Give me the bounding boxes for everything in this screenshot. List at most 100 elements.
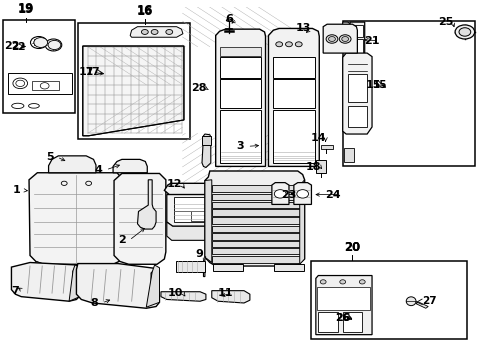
Polygon shape [212,291,250,303]
Bar [352,25,363,37]
Text: 14: 14 [311,133,326,143]
Bar [311,261,467,339]
Polygon shape [167,222,243,240]
Text: 15: 15 [366,80,381,90]
Bar [344,148,354,162]
Polygon shape [36,261,47,270]
Text: 15: 15 [373,80,388,90]
Text: 24: 24 [325,190,341,199]
Bar [174,199,235,222]
Text: 18: 18 [306,162,321,172]
Text: 9: 9 [196,249,203,259]
Circle shape [142,30,148,35]
Bar [3,20,75,113]
Polygon shape [416,302,428,308]
Bar [212,217,300,224]
Bar [8,73,72,94]
Text: 28: 28 [191,83,206,93]
Text: 22: 22 [11,42,26,52]
Ellipse shape [103,69,118,77]
Circle shape [297,190,309,198]
Polygon shape [167,194,243,226]
Polygon shape [161,292,206,301]
Bar [216,211,235,221]
Polygon shape [130,27,183,37]
Circle shape [342,36,348,41]
Polygon shape [29,173,124,264]
Bar [318,287,370,310]
Text: 1: 1 [12,185,20,195]
Text: 23: 23 [281,190,296,199]
Bar [318,312,338,332]
Bar [191,211,211,221]
Bar [212,185,300,192]
Polygon shape [83,46,184,136]
Text: 2: 2 [118,235,126,245]
Bar [220,110,261,163]
Bar [213,264,243,271]
Bar [174,197,235,211]
Bar [316,161,326,173]
Text: 16: 16 [137,4,153,17]
Text: 25: 25 [438,17,453,27]
Polygon shape [76,264,159,308]
Text: 20: 20 [344,241,361,254]
Bar [212,241,300,247]
Text: 5: 5 [46,152,53,162]
Text: 20: 20 [344,241,361,254]
Circle shape [455,25,475,39]
Bar [343,21,475,166]
Circle shape [151,30,158,35]
Circle shape [166,30,172,35]
Polygon shape [113,159,147,173]
Bar [343,312,362,332]
Bar [78,23,190,139]
Text: 19: 19 [18,3,34,15]
Polygon shape [114,174,166,264]
Bar [212,233,300,240]
Circle shape [34,37,48,48]
Bar [212,202,300,208]
Bar [202,136,211,145]
Text: 27: 27 [422,296,437,306]
Polygon shape [316,275,372,335]
Bar [273,110,315,163]
Bar [212,194,300,200]
Circle shape [339,35,351,43]
Bar [212,248,300,255]
Circle shape [329,36,335,41]
Text: 17: 17 [78,67,94,77]
Ellipse shape [406,297,416,306]
Bar [347,74,367,102]
Bar [220,47,261,56]
Polygon shape [343,22,352,53]
Bar [212,256,300,262]
Polygon shape [205,171,305,266]
Circle shape [286,42,293,47]
Text: 26: 26 [336,313,350,323]
Circle shape [276,42,283,47]
Bar [343,24,351,51]
Text: 3: 3 [236,141,244,151]
Circle shape [320,280,326,284]
Polygon shape [216,29,266,166]
Polygon shape [164,183,245,194]
Circle shape [359,280,365,284]
Circle shape [295,42,302,47]
Bar [321,145,333,149]
Text: 7: 7 [11,286,19,296]
Circle shape [326,35,338,43]
Polygon shape [138,180,156,229]
Text: 16: 16 [137,5,153,18]
Bar [352,39,363,53]
Circle shape [340,280,345,284]
Polygon shape [202,134,211,167]
Bar [220,57,261,78]
Polygon shape [350,22,365,57]
Polygon shape [69,265,80,301]
Text: 19: 19 [18,3,34,16]
Polygon shape [300,180,305,264]
Text: 21: 21 [364,36,380,46]
Polygon shape [11,262,80,301]
Bar [175,261,205,272]
